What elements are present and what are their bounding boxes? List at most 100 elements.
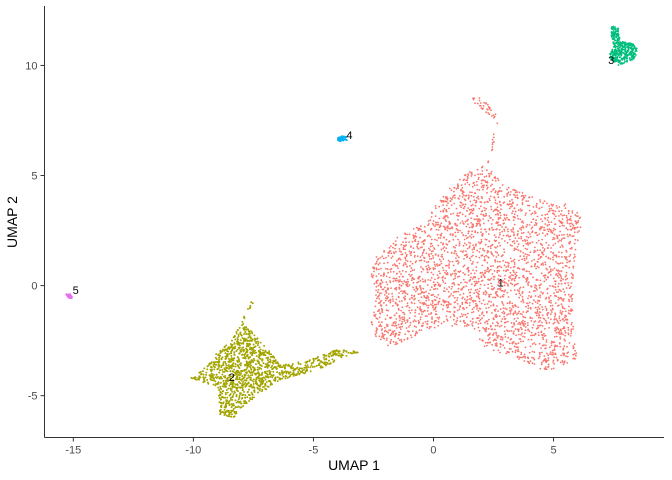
data-point: [512, 210, 514, 213]
data-point: [492, 114, 495, 116]
data-point: [543, 248, 546, 250]
data-point: [542, 202, 544, 205]
data-point: [500, 320, 503, 323]
data-point: [472, 207, 475, 210]
data-point: [496, 334, 498, 337]
data-point: [400, 340, 403, 343]
data-point: [569, 228, 572, 231]
data-point: [226, 409, 229, 412]
data-point: [514, 273, 517, 275]
data-point: [254, 345, 257, 348]
data-point: [570, 323, 573, 326]
data-point: [515, 293, 518, 296]
data-point: [496, 177, 499, 180]
data-point: [565, 274, 568, 277]
data-point: [413, 302, 416, 305]
data-point: [242, 357, 245, 359]
data-point: [438, 297, 441, 300]
data-point: [534, 333, 537, 336]
data-point: [388, 329, 390, 332]
data-point: [394, 343, 397, 346]
data-point: [496, 324, 499, 327]
data-point: [422, 291, 425, 294]
data-point: [428, 234, 430, 237]
data-point: [539, 367, 542, 370]
data-point: [476, 282, 478, 284]
data-point: [491, 219, 494, 221]
data-point: [522, 299, 524, 302]
data-point: [232, 409, 234, 412]
data-point: [538, 284, 541, 287]
data-point: [405, 255, 408, 258]
data-point: [481, 173, 484, 176]
data-point: [266, 370, 269, 373]
data-point: [375, 332, 378, 334]
data-point: [515, 320, 518, 322]
data-point: [563, 338, 566, 341]
data-point: [499, 346, 502, 348]
data-point: [572, 224, 575, 227]
data-point: [444, 282, 447, 285]
data-point: [378, 316, 381, 319]
data-point: [516, 317, 519, 319]
data-point: [503, 278, 506, 280]
data-point: [433, 326, 436, 329]
data-point: [410, 245, 412, 248]
data-point: [478, 218, 480, 221]
data-point: [506, 261, 509, 264]
data-point: [497, 224, 500, 227]
data-point: [540, 347, 542, 349]
data-point: [235, 350, 238, 352]
data-point: [553, 349, 556, 352]
data-point: [500, 255, 503, 258]
data-point: [373, 270, 375, 273]
data-point: [482, 273, 484, 276]
data-point: [472, 244, 474, 247]
data-point: [277, 362, 280, 365]
data-point: [400, 273, 402, 275]
data-point: [566, 259, 568, 261]
data-point: [476, 306, 478, 308]
data-point: [394, 247, 396, 250]
data-point: [554, 286, 557, 289]
data-point: [385, 304, 388, 306]
data-point: [503, 315, 506, 318]
data-point: [569, 225, 572, 228]
data-point: [527, 244, 530, 246]
data-point: [429, 249, 431, 251]
data-point: [512, 333, 515, 335]
data-point: [526, 322, 529, 324]
data-point: [496, 245, 499, 248]
data-point: [516, 289, 519, 292]
data-point: [203, 367, 206, 370]
data-point: [554, 295, 557, 297]
data-point: [442, 308, 444, 311]
data-point: [474, 192, 476, 195]
data-point: [439, 237, 442, 239]
data-point: [576, 239, 579, 242]
data-point: [513, 223, 516, 226]
data-point: [525, 270, 528, 272]
data-point: [487, 256, 489, 258]
data-point: [555, 332, 558, 334]
data-point: [533, 265, 536, 268]
data-point: [513, 345, 516, 348]
data-point: [411, 302, 413, 304]
data-point: [528, 330, 531, 333]
data-point: [542, 246, 544, 249]
data-point: [514, 196, 517, 199]
data-point: [381, 328, 384, 330]
data-point: [378, 321, 380, 323]
data-point: [531, 350, 534, 353]
data-point: [530, 260, 533, 262]
data-point: [468, 279, 471, 282]
data-point: [453, 282, 455, 284]
data-point: [554, 228, 557, 231]
data-point: [484, 243, 487, 246]
data-point: [494, 308, 497, 311]
points-layer: [65, 25, 638, 418]
data-point: [545, 307, 548, 310]
data-point: [561, 244, 563, 247]
data-point: [445, 273, 448, 276]
data-point: [483, 284, 486, 286]
